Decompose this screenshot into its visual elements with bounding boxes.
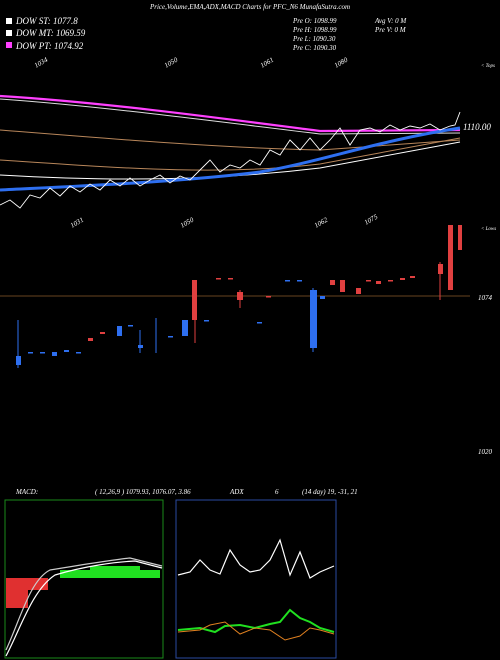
ema-line [0,126,461,192]
macd-title: MACD: [15,488,38,496]
quote: Avg V: 0 M [374,17,407,25]
candles [16,225,462,368]
macd-values: ( 12,26,9 ) 1079.93, 1076.07, 3.86 [95,488,191,496]
level-label: 1020 [478,448,493,456]
adx-value: 6 [275,488,279,496]
price-line [0,111,461,209]
ema-line [0,98,461,135]
adx-title: ADX [229,488,244,496]
level-label: 1074 [478,294,493,302]
minus-di [177,621,335,641]
ema-line [0,137,461,171]
ema-line [0,129,461,151]
ema-line [0,94,461,133]
legend-label: DOW MT: 1069.59 [15,28,86,38]
lows-title: < Lows [481,227,496,232]
quote: Pre L: 1090.30 [292,35,336,43]
plus-di [177,608,335,634]
quote: Pre O: 1098.99 [292,17,337,25]
quote: Pre C: 1090.30 [292,44,337,52]
legend-label: DOW PT: 1074.92 [15,41,84,51]
quote: Pre V: 0 M [374,26,407,34]
tops-title: < Tops [481,64,495,69]
adx-panel [175,499,337,659]
macd-line [5,557,163,651]
legend-swatch [6,18,12,24]
quote: Pre H: 1098.99 [292,26,337,34]
title: Price,Volume,EMA,ADX,MACD Charts for PFC… [149,3,350,11]
legend-label: DOW ST: 1077.8 [15,16,78,26]
adx-values: (14 day) 19, -31, 21 [302,488,358,496]
adx-line [177,538,335,579]
legend-swatch [6,42,12,48]
macd-histogram [6,566,160,608]
legend-swatch [6,30,12,36]
last-price: 1110.00 [463,122,491,132]
macd-signal [5,560,163,657]
